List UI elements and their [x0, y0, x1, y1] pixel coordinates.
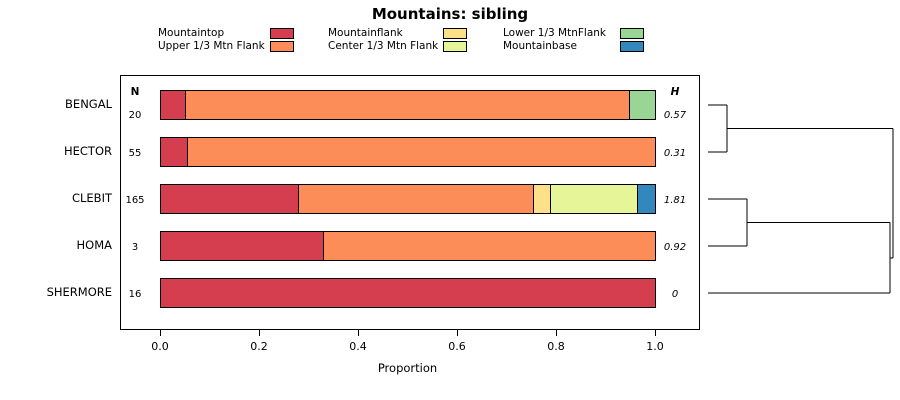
- x-tick-mark: [457, 330, 458, 336]
- legend-label: Upper 1/3 Mtn Flank: [158, 40, 265, 52]
- bar-segment: [299, 185, 534, 213]
- x-tick-label: 1.0: [646, 340, 664, 353]
- h-value: 0.92: [663, 242, 687, 253]
- x-tick-mark: [556, 330, 557, 336]
- h-value: 0: [671, 289, 679, 300]
- x-tick-label: 0.8: [547, 340, 565, 353]
- legend-label: Mountaintop: [158, 27, 225, 39]
- chart-title: Mountains: sibling: [371, 5, 529, 23]
- n-value: 165: [125, 195, 145, 206]
- bar-segment: [324, 232, 655, 260]
- n-value: 55: [128, 148, 142, 159]
- bar-segment: [551, 185, 638, 213]
- h-value: 1.81: [663, 195, 687, 206]
- legend-swatch: [620, 28, 644, 39]
- h-value: 0.31: [663, 148, 687, 159]
- n-column-header: N: [130, 86, 140, 98]
- legend-label: Mountainflank: [328, 27, 403, 39]
- bar-segment: [637, 185, 655, 213]
- n-value: 16: [128, 289, 142, 300]
- legend: Mountaintop Upper 1/3 Mtn Flank Mountainfl…: [0, 0, 900, 60]
- dendrogram: [708, 104, 894, 294]
- stacked-bar: [160, 137, 656, 167]
- h-value: 0.57: [663, 110, 687, 121]
- bar-segment: [630, 91, 655, 119]
- legend-label: Center 1/3 Mtn Flank: [328, 40, 439, 52]
- x-tick-label: 0.4: [349, 340, 367, 353]
- legend-swatch: [443, 41, 467, 52]
- bar-segment: [161, 279, 655, 307]
- stacked-bar: [160, 278, 656, 308]
- bar-segment: [161, 185, 300, 213]
- stacked-bar: [160, 90, 656, 120]
- bar-segment: [533, 185, 552, 213]
- stacked-bar: [160, 231, 656, 261]
- y-axis-label: BENGAL: [65, 97, 112, 111]
- stacked-bar: [160, 184, 656, 214]
- n-value: 20: [128, 110, 142, 121]
- bar-segment: [161, 138, 189, 166]
- x-axis-label: Proportion: [377, 361, 438, 375]
- bar-segment: [188, 138, 655, 166]
- bar-segment: [161, 232, 325, 260]
- x-tick-mark: [358, 330, 359, 336]
- legend-swatch: [270, 41, 294, 52]
- n-value: 3: [131, 242, 139, 253]
- x-tick-mark: [160, 330, 161, 336]
- x-tick-mark: [655, 330, 656, 336]
- x-tick-label: 0.0: [151, 340, 169, 353]
- x-tick-label: 0.6: [448, 340, 466, 353]
- h-column-header: H: [670, 86, 680, 98]
- y-axis-label: HOMA: [76, 238, 113, 252]
- dendrogram-branches: [708, 104, 894, 294]
- legend-label: Lower 1/3 MtnFlank: [503, 27, 606, 39]
- legend-swatch: [620, 41, 644, 52]
- y-axis-label: CLEBIT: [71, 191, 112, 205]
- x-tick-mark: [259, 330, 260, 336]
- x-tick-label: 0.2: [250, 340, 268, 353]
- y-axis-label: HECTOR: [63, 144, 112, 158]
- bar-segment: [185, 91, 631, 119]
- y-axis-label: SHERMORE: [46, 285, 112, 299]
- bar-segment: [161, 91, 186, 119]
- legend-swatch: [443, 28, 467, 39]
- legend-label: Mountainbase: [503, 40, 577, 52]
- legend-swatch: [270, 28, 294, 39]
